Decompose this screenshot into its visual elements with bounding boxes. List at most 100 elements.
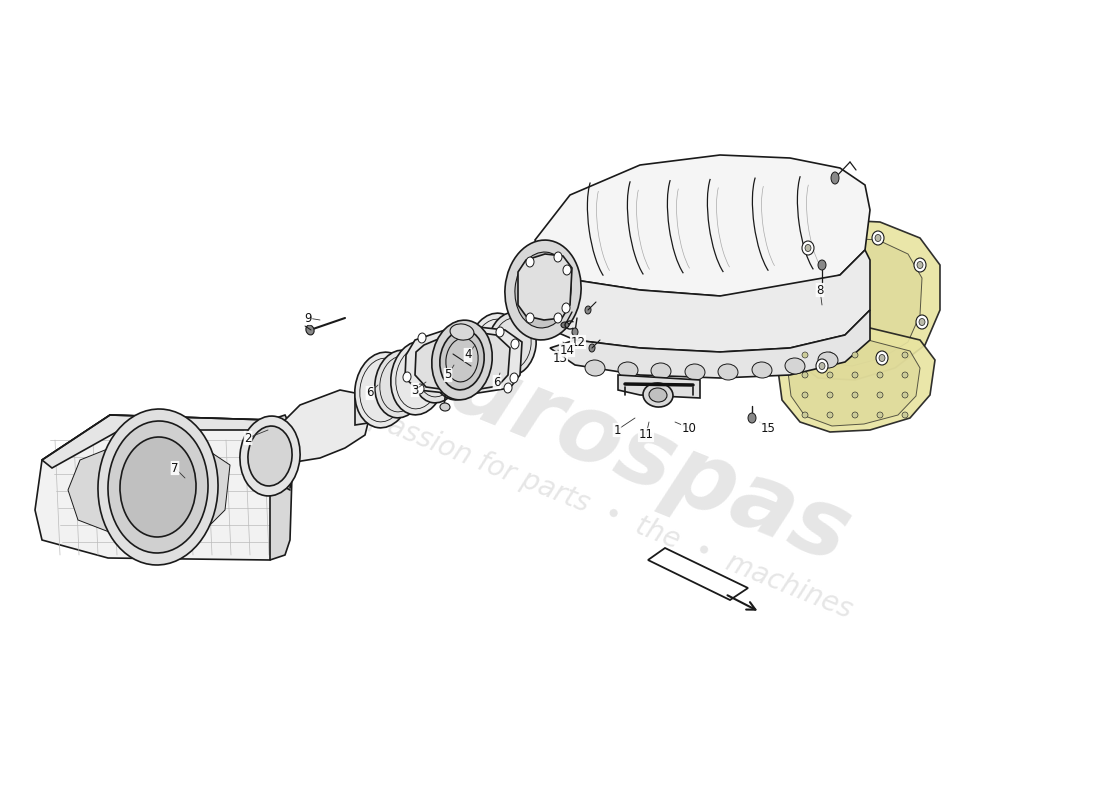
Ellipse shape (916, 315, 928, 329)
Ellipse shape (816, 359, 828, 373)
Text: 2: 2 (244, 431, 252, 445)
Polygon shape (800, 238, 922, 366)
Polygon shape (535, 155, 870, 296)
Ellipse shape (877, 412, 883, 418)
Ellipse shape (649, 388, 667, 402)
Ellipse shape (876, 351, 888, 365)
Ellipse shape (505, 240, 581, 340)
Polygon shape (35, 415, 285, 560)
Polygon shape (355, 378, 388, 425)
Ellipse shape (802, 412, 808, 418)
Polygon shape (270, 390, 370, 462)
Ellipse shape (872, 231, 884, 245)
Ellipse shape (918, 318, 925, 326)
Text: 10: 10 (682, 422, 696, 434)
Polygon shape (405, 325, 522, 395)
Text: 6: 6 (493, 375, 500, 389)
Ellipse shape (818, 352, 838, 368)
Ellipse shape (820, 362, 825, 370)
Ellipse shape (874, 234, 881, 242)
Ellipse shape (877, 372, 883, 378)
Ellipse shape (510, 373, 518, 383)
Ellipse shape (440, 330, 484, 390)
Ellipse shape (504, 383, 512, 393)
Ellipse shape (248, 426, 293, 486)
Ellipse shape (458, 389, 466, 399)
Text: 9: 9 (305, 311, 311, 325)
Polygon shape (68, 440, 230, 540)
Text: 7: 7 (172, 462, 178, 474)
Ellipse shape (588, 344, 595, 352)
Text: 14: 14 (560, 343, 574, 357)
Text: eurospas: eurospas (377, 316, 862, 584)
Ellipse shape (827, 392, 833, 398)
Ellipse shape (572, 328, 578, 336)
Ellipse shape (852, 372, 858, 378)
Text: 4: 4 (464, 349, 472, 362)
Ellipse shape (515, 252, 571, 328)
Polygon shape (550, 310, 870, 378)
Ellipse shape (554, 313, 562, 323)
Text: 11: 11 (638, 429, 653, 442)
Ellipse shape (644, 383, 673, 407)
Ellipse shape (902, 392, 908, 398)
Ellipse shape (390, 341, 446, 415)
Ellipse shape (468, 313, 522, 387)
Ellipse shape (877, 352, 883, 358)
Ellipse shape (554, 252, 562, 262)
Ellipse shape (440, 403, 450, 411)
Ellipse shape (827, 352, 833, 358)
Ellipse shape (718, 364, 738, 380)
Text: 12: 12 (571, 335, 585, 349)
Ellipse shape (452, 324, 500, 390)
Ellipse shape (879, 354, 886, 362)
Polygon shape (535, 250, 870, 352)
Ellipse shape (120, 437, 196, 537)
Ellipse shape (852, 412, 858, 418)
Ellipse shape (355, 352, 411, 428)
Text: 3: 3 (411, 383, 419, 397)
Ellipse shape (852, 392, 858, 398)
Polygon shape (518, 254, 572, 320)
Ellipse shape (563, 265, 571, 275)
Polygon shape (788, 220, 940, 380)
Ellipse shape (818, 260, 826, 270)
Ellipse shape (830, 172, 839, 184)
Ellipse shape (802, 392, 808, 398)
Ellipse shape (827, 412, 833, 418)
Ellipse shape (618, 362, 638, 378)
Ellipse shape (902, 352, 908, 358)
Ellipse shape (902, 412, 908, 418)
Text: 5: 5 (444, 369, 452, 382)
Polygon shape (618, 375, 700, 398)
Text: 6: 6 (366, 386, 374, 399)
Ellipse shape (496, 327, 504, 337)
Ellipse shape (562, 303, 570, 313)
Polygon shape (778, 325, 935, 432)
Ellipse shape (416, 384, 424, 394)
Text: 8: 8 (816, 283, 824, 297)
Polygon shape (788, 337, 920, 426)
Ellipse shape (802, 352, 808, 358)
Ellipse shape (403, 372, 411, 382)
Ellipse shape (585, 306, 591, 314)
Polygon shape (648, 548, 748, 600)
Text: 13: 13 (552, 351, 568, 365)
Ellipse shape (108, 421, 208, 553)
Ellipse shape (526, 313, 534, 323)
Ellipse shape (917, 262, 923, 269)
Ellipse shape (487, 312, 536, 376)
Ellipse shape (802, 241, 814, 255)
Ellipse shape (877, 392, 883, 398)
Ellipse shape (432, 320, 492, 400)
Ellipse shape (585, 360, 605, 376)
Ellipse shape (752, 362, 772, 378)
Ellipse shape (914, 258, 926, 272)
Ellipse shape (651, 363, 671, 379)
Ellipse shape (454, 321, 462, 331)
Ellipse shape (432, 328, 484, 400)
Ellipse shape (98, 409, 218, 565)
Ellipse shape (805, 245, 811, 251)
Ellipse shape (827, 372, 833, 378)
Text: a passion for parts  •  the  •  machines: a passion for parts • the • machines (343, 395, 857, 625)
